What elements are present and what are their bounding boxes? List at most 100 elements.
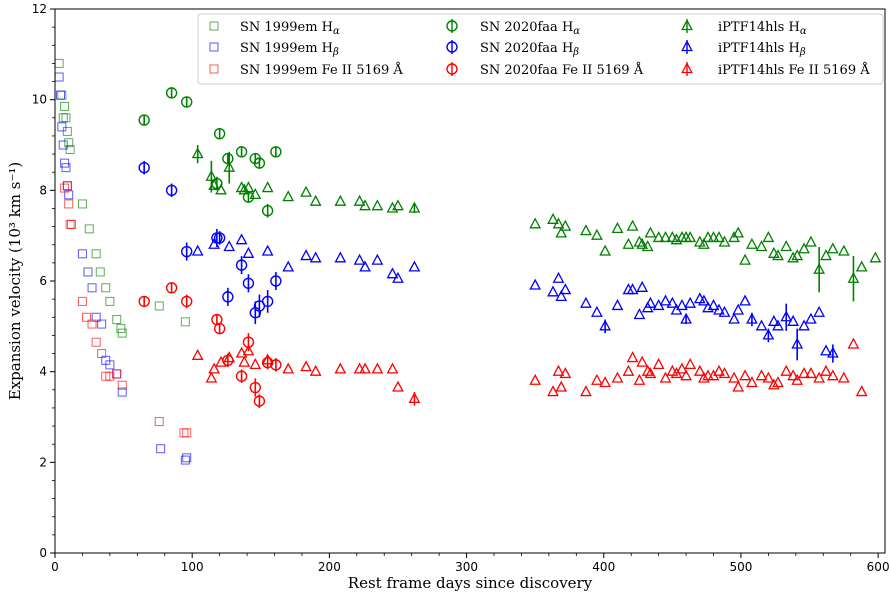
data-point [215,183,227,195]
data-point [826,242,839,254]
data-point [772,249,784,261]
legend-label-text: SN 1999em H [240,41,333,56]
data-point [739,253,751,265]
x-tick-label: 200 [318,560,341,574]
data-point [112,369,122,379]
data-point [820,344,832,356]
data-point [755,319,768,331]
data-point [869,251,882,263]
data-point [282,260,295,272]
data-point [552,217,565,229]
legend-marker [681,19,693,31]
series-7 [191,233,839,363]
data-point [611,371,624,383]
data-point [599,376,612,388]
data-point [64,138,74,148]
data-point [138,161,150,174]
plot-marks [54,58,882,465]
data-point [837,371,850,383]
data-point [644,226,657,238]
data-point [755,369,768,381]
data-point [60,158,70,168]
data-point [208,362,221,374]
data-point [105,371,115,381]
data-point [659,231,672,243]
data-point [732,226,745,238]
data-point [847,271,860,283]
data-point [235,233,248,245]
data-point [732,303,745,315]
data-point [87,283,97,293]
data-point [787,369,799,381]
data-point [847,337,860,349]
series-2 [60,181,192,438]
data-point [253,157,266,169]
y-tick-label: 6 [39,274,47,288]
data-point [813,262,826,274]
data-point [138,114,150,126]
data-point [213,322,226,335]
data-point [242,336,255,348]
data-point [805,235,817,247]
data-point [820,364,832,376]
data-point [359,362,371,374]
data-point [552,271,565,283]
legend-label: SN 1999em Fe II 5169 Å [240,62,403,78]
x-tick-label: 500 [729,560,752,574]
data-point [552,364,565,376]
legend-label-text: iPTF14hls H [718,20,800,35]
data-point [235,259,248,271]
data-point [309,194,322,206]
legend-label: SN 1999em Hβ [240,41,339,58]
legend-label-text: SN 2020faa H [480,41,573,56]
data-point [559,367,572,379]
data-point [334,251,347,263]
data-point [580,296,592,308]
data-point [180,317,190,327]
data-point [392,199,404,211]
legend-label-subscript: α [333,26,340,37]
y-tick-label: 8 [39,183,47,197]
data-point [261,205,274,217]
data-point [813,305,826,317]
data-point [249,381,261,394]
data-point [213,127,226,140]
data-point [392,380,404,392]
data-point [105,296,115,306]
legend-label-subscript: β [799,47,806,58]
data-point [309,251,322,263]
data-point [154,301,164,311]
data-point [680,312,692,324]
data-point [386,362,399,374]
data-point [798,367,810,379]
data-point [633,308,646,320]
data-point [652,231,665,243]
data-point [698,294,710,306]
data-point [242,277,255,289]
data-point [659,371,672,383]
legend-label-text: iPTF14hls H [718,41,800,56]
data-point [636,237,649,249]
y-tick-label: 4 [39,365,47,379]
data-point [371,362,384,374]
legend-label-subscript: β [572,47,579,58]
data-point [698,371,710,383]
data-point [746,312,758,324]
data-point [755,240,768,252]
legend-label: SN 1999em Hα [240,20,340,37]
y-tick-label: 10 [32,93,47,107]
data-point [77,249,87,259]
data-point [787,251,799,263]
data-point [300,185,312,197]
data-point [855,385,868,397]
data-point [117,328,127,338]
data-point [644,296,657,308]
data-point [666,296,679,308]
data-point [61,163,71,173]
data-point [676,299,688,311]
data-point [101,283,111,293]
data-point [181,96,193,108]
data-point [211,232,223,244]
